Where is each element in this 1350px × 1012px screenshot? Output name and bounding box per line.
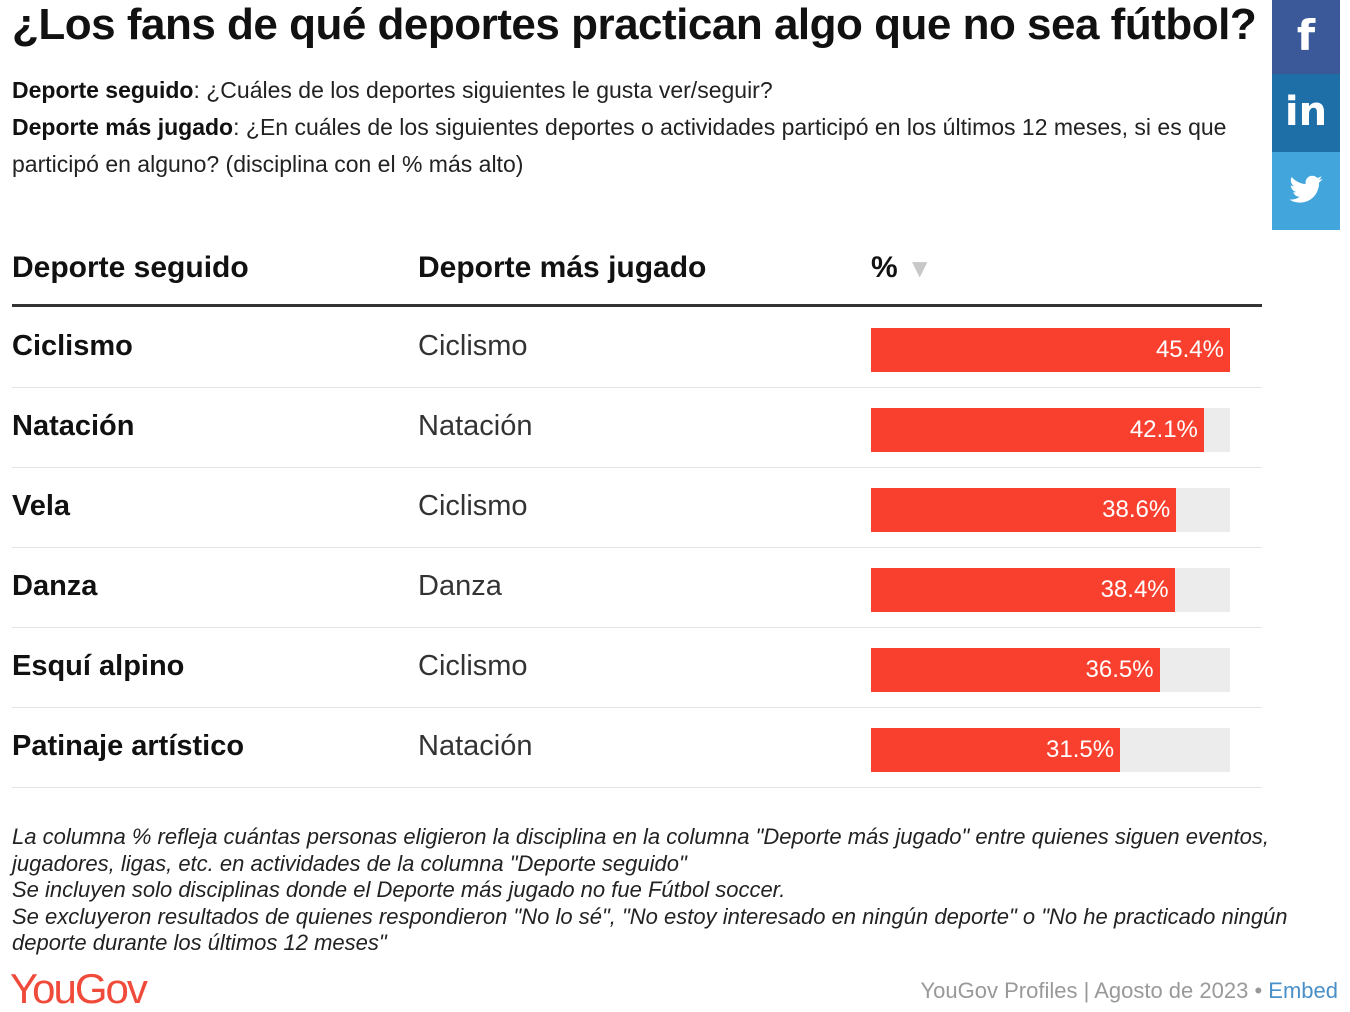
footer-separator: • [1248, 978, 1269, 1003]
linkedin-icon: in [1284, 89, 1328, 135]
bar-track: 38.4% [871, 568, 1230, 612]
table-row: Vela Ciclismo 38.6% [12, 468, 1262, 548]
bar: 38.4% [871, 568, 1175, 612]
facebook-icon: f [1296, 11, 1316, 60]
footnote-2: Se incluyen solo disciplinas donde el De… [12, 877, 786, 903]
table-row: Danza Danza 38.4% [12, 548, 1262, 628]
bar: 36.5% [871, 648, 1160, 692]
bar-track: 45.4% [871, 328, 1230, 372]
header-percent[interactable]: % ▼ [871, 248, 927, 288]
bar-value-label: 42.1% [1129, 416, 1198, 443]
sort-down-icon: ▼ [912, 256, 928, 280]
header-followed-sport: Deporte seguido [12, 251, 249, 284]
embed-link[interactable]: Embed [1268, 978, 1338, 1003]
source-text: YouGov Profiles | Agosto de 2023 [920, 978, 1249, 1003]
bar: 38.6% [871, 488, 1177, 532]
played-sport-cell: Natación [418, 730, 533, 762]
subtitle-line-played: Deporte más jugado: ¿En cuáles de los si… [12, 109, 1257, 183]
table-row: Ciclismo Ciclismo 45.4% [12, 308, 1262, 388]
bar-track: 42.1% [871, 408, 1230, 452]
yougov-logo: YouGov [10, 965, 148, 1012]
share-bar: f in [1272, 0, 1340, 230]
share-facebook-button[interactable]: f [1272, 0, 1340, 74]
subtitle-followed-label: Deporte seguido [12, 77, 194, 103]
chart-subtitle: Deporte seguido: ¿Cuáles de los deportes… [12, 72, 1257, 183]
chart-title: ¿Los fans de qué deportes practican algo… [12, 0, 1257, 49]
followed-sport-cell: Natación [12, 410, 135, 442]
bar-value-label: 36.5% [1085, 656, 1154, 683]
footnote-3: Se excluyeron resultados de quienes resp… [12, 903, 1288, 956]
followed-sport-cell: Ciclismo [12, 330, 133, 362]
played-sport-cell: Danza [418, 570, 502, 602]
played-sport-cell: Ciclismo [418, 650, 528, 682]
source-footer: YouGov Profiles | Agosto de 2023 • Embed [921, 976, 1338, 1006]
played-sport-cell: Ciclismo [418, 330, 528, 362]
table-row: Patinaje artístico Natación 31.5% [12, 708, 1262, 788]
followed-sport-cell: Vela [12, 490, 71, 522]
header-rule [12, 304, 1262, 307]
subtitle-played-label: Deporte más jugado [12, 114, 234, 140]
header-percent-label: % [871, 251, 898, 284]
footnote-1: La columna % refleja cuántas personas el… [12, 824, 1269, 876]
subtitle-line-followed: Deporte seguido: ¿Cuáles de los deportes… [12, 72, 1257, 109]
followed-sport-cell: Esquí alpino [12, 650, 185, 682]
subtitle-followed-text: : ¿Cuáles de los deportes siguientes le … [193, 77, 773, 103]
table-row: Natación Natación 42.1% [12, 388, 1262, 468]
played-sport-cell: Ciclismo [418, 490, 528, 522]
footnotes: La columna % refleja cuántas personas el… [12, 824, 1332, 957]
bar-track: 31.5% [871, 728, 1230, 772]
bar-value-label: 38.6% [1102, 496, 1171, 523]
followed-sport-cell: Danza [12, 570, 98, 602]
bar-value-label: 31.5% [1046, 736, 1115, 763]
twitter-icon [1289, 175, 1323, 203]
share-twitter-button[interactable] [1272, 152, 1340, 230]
followed-sport-cell: Patinaje artístico [12, 730, 245, 762]
table-row: Esquí alpino Ciclismo 36.5% [12, 628, 1262, 708]
bar-value-label: 38.4% [1100, 576, 1169, 603]
bar-track: 38.6% [871, 488, 1230, 532]
played-sport-cell: Natación [418, 410, 533, 442]
bar: 31.5% [871, 728, 1121, 772]
bar-track: 36.5% [871, 648, 1230, 692]
bar: 42.1% [871, 408, 1204, 452]
bar: 45.4% [871, 328, 1230, 372]
bar-value-label: 45.4% [1155, 336, 1224, 363]
header-played-sport: Deporte más jugado [418, 251, 707, 284]
share-linkedin-button[interactable]: in [1272, 74, 1340, 152]
subtitle-played-text: : ¿En cuáles de los siguientes deportes … [12, 114, 1227, 177]
